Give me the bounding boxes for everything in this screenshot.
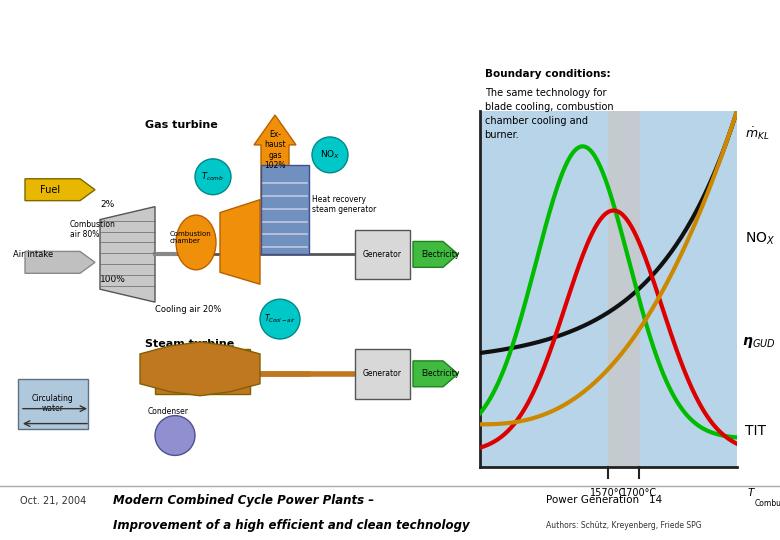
Circle shape [312,137,348,173]
Text: NO$_X$: NO$_X$ [745,231,775,247]
Text: The same technology for
blade cooling, combustion
chamber cooling and
burner.: The same technology for blade cooling, c… [484,87,613,140]
Text: NO$_X$: NO$_X$ [320,148,340,161]
Text: $T_{Cool-air}$: $T_{Cool-air}$ [264,313,296,325]
Text: Boundary conditions:: Boundary conditions: [484,69,610,79]
Text: SIEMENS: SIEMENS [615,36,711,55]
Circle shape [195,159,231,195]
Polygon shape [413,241,458,267]
Text: Condenser: Condenser [148,407,189,416]
Text: 100%: 100% [100,275,126,284]
Text: 1570°C: 1570°C [590,489,626,498]
Text: 1700°C: 1700°C [621,489,658,498]
Text: T: T [747,489,753,498]
Text: Steam turbine: Steam turbine [145,339,234,349]
Polygon shape [254,115,296,254]
Text: Heat recovery
steam generator: Heat recovery steam generator [312,195,376,214]
Ellipse shape [176,215,216,270]
Text: Electricity: Electricity [421,250,459,259]
Text: Authors: Schütz, Kreyenberg, Friede SPG: Authors: Schütz, Kreyenberg, Friede SPG [546,521,702,530]
Polygon shape [25,179,95,201]
Text: TIT: TIT [745,424,766,438]
Text: Power Output, Efficiency, NOx-Emission and
Cooling Air Demand versus Combustion
: Power Output, Efficiency, NOx-Emission a… [125,16,523,66]
Text: Cooling air 20%: Cooling air 20% [155,305,222,314]
Text: Combustion
chamber: Combustion chamber [170,231,211,244]
Text: Ex-
haust
gas
102%: Ex- haust gas 102% [264,130,285,170]
Text: Generator: Generator [363,250,402,259]
Text: Combustion: Combustion [755,499,780,508]
Polygon shape [100,207,155,302]
Text: Gas turbine: Gas turbine [145,120,218,130]
Bar [18,379,88,429]
Polygon shape [220,200,260,284]
Text: $\dot{m}_{KL}$: $\dot{m}_{KL}$ [745,125,769,141]
Text: $\boldsymbol{\eta}_{GUD}$: $\boldsymbol{\eta}_{GUD}$ [743,335,776,350]
Polygon shape [413,361,458,387]
Bar [155,349,250,394]
Text: Combustion
air 80%: Combustion air 80% [70,220,116,239]
Text: Generator: Generator [363,369,402,379]
Text: Improvement of a high efficient and clean technology: Improvement of a high efficient and clea… [113,519,470,532]
Bar [608,111,640,467]
Text: Modern Combined Cycle Power Plants –: Modern Combined Cycle Power Plants – [113,494,374,507]
Text: Power Generation   14: Power Generation 14 [546,495,662,505]
Bar [355,349,410,399]
Text: Circulating
water: Circulating water [32,394,74,414]
Bar [261,165,309,254]
Text: 2%: 2% [100,200,114,209]
Text: Electricity: Electricity [421,369,459,379]
Text: Oct. 21, 2004: Oct. 21, 2004 [20,496,86,507]
Text: Air intake: Air intake [13,250,53,259]
Text: Fuel: Fuel [40,185,60,195]
Circle shape [260,299,300,339]
Polygon shape [25,252,95,273]
Text: $T_{comb}$: $T_{comb}$ [201,171,225,183]
Bar [355,230,410,279]
Polygon shape [140,342,260,396]
Circle shape [155,416,195,455]
